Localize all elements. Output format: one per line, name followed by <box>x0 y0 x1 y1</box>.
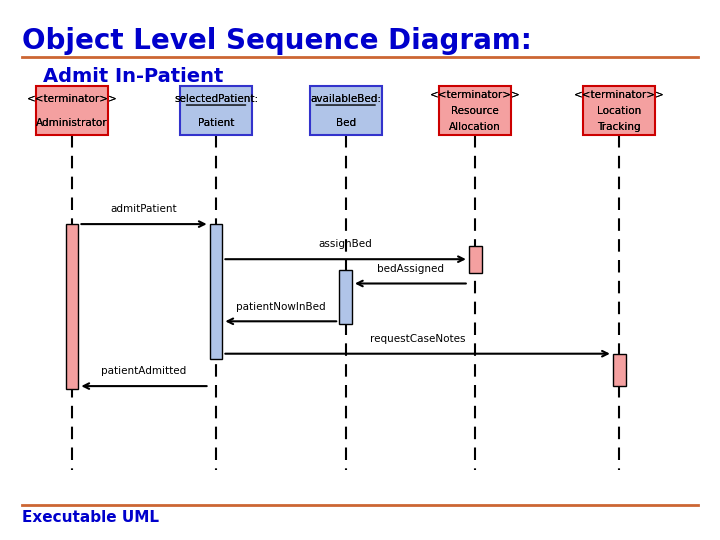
Text: <<terminator>>: <<terminator>> <box>27 93 117 104</box>
FancyBboxPatch shape <box>66 224 78 389</box>
Text: requestCaseNotes: requestCaseNotes <box>370 334 465 344</box>
Text: <<terminator>>: <<terminator>> <box>430 90 521 99</box>
Text: assignBed: assignBed <box>319 239 372 249</box>
FancyBboxPatch shape <box>180 86 252 135</box>
Text: <<terminator>>: <<terminator>> <box>430 90 521 99</box>
Text: Tracking: Tracking <box>598 122 641 132</box>
Text: Executable UML: Executable UML <box>22 510 158 525</box>
FancyBboxPatch shape <box>36 86 108 135</box>
Text: bedAssigned: bedAssigned <box>377 264 444 274</box>
Text: Patient: Patient <box>198 118 234 128</box>
FancyBboxPatch shape <box>583 86 655 135</box>
FancyBboxPatch shape <box>210 224 222 359</box>
Text: availableBed:: availableBed: <box>310 93 381 104</box>
Text: Tracking: Tracking <box>598 122 641 132</box>
Text: selectedPatient:: selectedPatient: <box>174 93 258 104</box>
Text: selectedPatient:: selectedPatient: <box>174 93 258 104</box>
Text: Location: Location <box>597 106 642 116</box>
Text: Resource: Resource <box>451 106 499 116</box>
Text: Allocation: Allocation <box>449 122 501 132</box>
FancyBboxPatch shape <box>469 246 482 273</box>
FancyBboxPatch shape <box>439 86 511 135</box>
FancyBboxPatch shape <box>310 86 382 135</box>
Text: admitPatient: admitPatient <box>111 204 177 214</box>
Text: Admit In-Patient: Admit In-Patient <box>43 68 224 86</box>
Text: Resource: Resource <box>451 106 499 116</box>
Text: Bed: Bed <box>336 118 356 128</box>
Text: <<terminator>>: <<terminator>> <box>574 90 665 99</box>
Text: <<terminator>>: <<terminator>> <box>27 93 117 104</box>
Text: Allocation: Allocation <box>449 122 501 132</box>
Text: availableBed:: availableBed: <box>310 93 381 104</box>
Text: Administrator: Administrator <box>36 118 108 128</box>
Text: <<terminator>>: <<terminator>> <box>574 90 665 99</box>
FancyBboxPatch shape <box>613 354 626 386</box>
Text: Patient: Patient <box>198 118 234 128</box>
Text: Bed: Bed <box>336 118 356 128</box>
Text: patientNowInBed: patientNowInBed <box>236 301 325 312</box>
FancyBboxPatch shape <box>339 270 352 324</box>
Text: Administrator: Administrator <box>36 118 108 128</box>
Text: Location: Location <box>597 106 642 116</box>
Text: patientAdmitted: patientAdmitted <box>102 366 186 376</box>
Text: Object Level Sequence Diagram:: Object Level Sequence Diagram: <box>22 27 531 55</box>
